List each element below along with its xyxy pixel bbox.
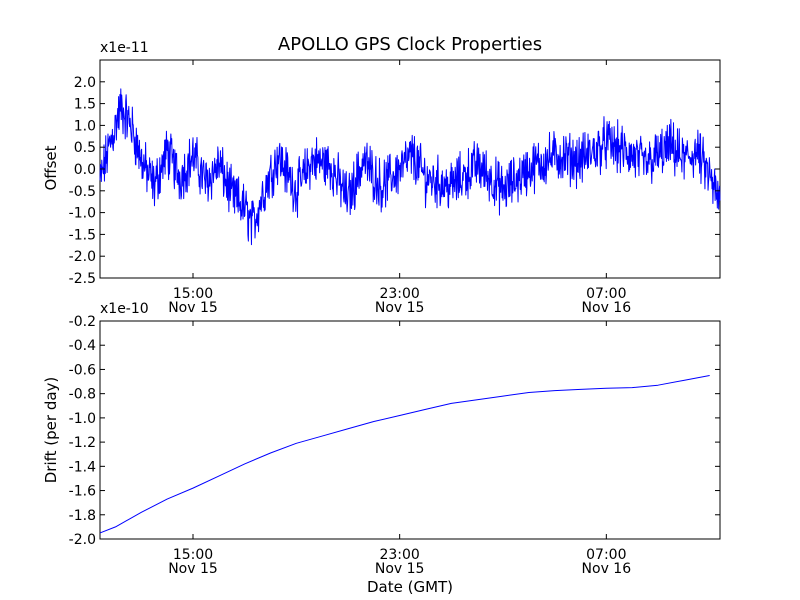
- drift-y-ticks: -2.0 -1.8 -1.6 -1.4 -1.2 -1.0 -0.8 -0.6 -0.4 -0.2: [69, 314, 720, 548]
- drift-x-axis-label: Date (GMT): [367, 578, 453, 596]
- drift-x-tick-date: Nov 15: [375, 561, 425, 577]
- offset-multiplier: x1e-11: [100, 40, 149, 56]
- drift-x-tick-time: 15:00: [173, 547, 213, 563]
- offset-x-tick-time: 07:00: [586, 286, 626, 302]
- drift-y-tick-label: -0.4: [69, 338, 96, 354]
- offset-y-axis-label: Offset: [42, 145, 60, 190]
- drift-y-tick-label: -1.2: [69, 435, 96, 451]
- offset-series-layer: [99, 88, 721, 246]
- drift-y-tick-label: -1.0: [69, 411, 96, 427]
- drift-multiplier: x1e-10: [100, 301, 149, 317]
- drift-y-axis-label: Drift (per day): [42, 377, 60, 484]
- offset-y-tick-label: -2.0: [69, 249, 96, 265]
- drift-y-tick-label: -0.8: [69, 387, 96, 403]
- drift-y-tick-label: -0.2: [69, 314, 96, 330]
- drift-x-tick-time: 07:00: [586, 547, 626, 563]
- offset-y-tick-label: 2.0: [74, 75, 96, 91]
- drift-y-tick-label: -1.6: [69, 484, 96, 500]
- offset-x-tick-time: 15:00: [173, 286, 213, 302]
- offset-y-tick-label: 1.0: [74, 118, 96, 134]
- drift-y-tick-label: -0.6: [69, 362, 96, 378]
- offset-y-ticks: -2.5 -2.0 -1.5 -1.0 -0.5 0.0 0.5 1.0 1.5 2.0: [69, 75, 720, 287]
- offset-y-tick-label: -2.5: [69, 271, 96, 287]
- offset-y-tick-label: -1.5: [69, 227, 96, 243]
- offset-panel: -2.5 -2.0 -1.5 -1.0 -0.5 0.0 0.5 1.0 1.5 2.0 15:0…: [42, 40, 721, 316]
- drift-series-line: [99, 375, 710, 534]
- drift-x-tick-date: Nov 15: [168, 561, 218, 577]
- drift-series-layer: [99, 375, 710, 534]
- figure-title: APOLLO GPS Clock Properties: [278, 34, 542, 55]
- offset-x-tick-date: Nov 15: [375, 300, 425, 316]
- drift-x-tick-date: Nov 16: [582, 561, 632, 577]
- offset-x-tick-date: Nov 16: [582, 300, 632, 316]
- drift-y-tick-label: -2.0: [69, 532, 96, 548]
- offset-y-tick-label: 1.5: [74, 97, 96, 113]
- drift-x-tick-time: 23:00: [379, 547, 419, 563]
- offset-x-tick-time: 23:00: [379, 286, 419, 302]
- drift-y-tick-label: -1.8: [69, 508, 96, 524]
- drift-panel: -2.0 -1.8 -1.6 -1.4 -1.2 -1.0 -0.8 -0.6 -0.4 -0.2…: [42, 301, 721, 596]
- drift-y-tick-label: -1.4: [69, 459, 96, 475]
- offset-y-tick-label: 0.0: [74, 162, 96, 178]
- offset-x-tick-date: Nov 15: [168, 300, 218, 316]
- offset-y-tick-label: 0.5: [74, 140, 96, 156]
- drift-plot-frame: [99, 320, 721, 540]
- offset-y-tick-label: -0.5: [69, 184, 96, 200]
- offset-y-tick-label: -1.0: [69, 206, 96, 222]
- offset-series-line: [99, 88, 721, 246]
